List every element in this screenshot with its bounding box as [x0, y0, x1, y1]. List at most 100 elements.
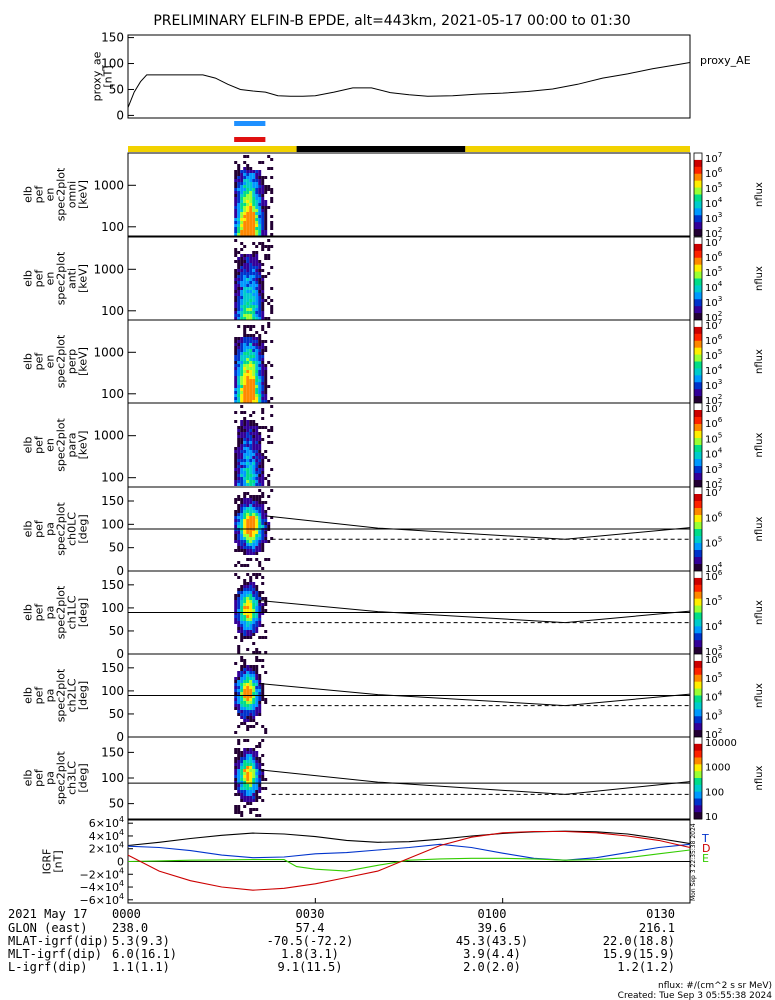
spectrogram-cell	[258, 293, 262, 296]
nflux-colorbar-segment	[694, 571, 702, 579]
spectrogram-cell	[246, 293, 250, 296]
pitch-tick-label: 0	[116, 564, 124, 578]
nflux-colorbar-tick-label: 102	[705, 476, 722, 491]
spectrogram-cell	[255, 540, 259, 543]
spectrogram-cell	[261, 391, 265, 394]
spectrogram-cell	[252, 495, 256, 498]
nflux-colorbar-segment	[694, 173, 702, 182]
spectrogram-cell	[237, 426, 241, 429]
spectrogram-cell	[258, 543, 262, 546]
spectrogram-cell	[264, 227, 268, 230]
spectrogram-ylabel-line: ch0LC	[66, 512, 79, 546]
spectrogram-cell	[252, 361, 256, 364]
spectrogram-cell	[240, 218, 244, 221]
spectrogram-cell	[258, 394, 262, 397]
spectrogram-cell	[261, 308, 265, 311]
spectrogram-cell	[237, 194, 241, 197]
spectrogram-cell	[261, 582, 265, 585]
spectrogram-cell	[240, 546, 244, 549]
spectrogram-cell	[252, 704, 256, 707]
spectrogram-cell	[264, 516, 268, 519]
spectrogram-cell	[237, 462, 241, 465]
spectrogram-cell	[249, 751, 253, 754]
nflux-colorbar-segment	[694, 285, 702, 293]
spectrogram-cell	[234, 346, 238, 349]
spectrogram-cell	[234, 462, 238, 465]
spectrogram-cell	[243, 361, 247, 364]
spectrogram-cell	[249, 790, 253, 793]
spectrogram-cell	[246, 305, 250, 308]
spectrogram-cell	[249, 370, 253, 373]
spectrogram-cell	[243, 349, 247, 352]
spectrogram-cell	[243, 194, 247, 197]
spectrogram-cell	[243, 630, 247, 633]
spectrogram-cell	[261, 540, 265, 543]
spectrogram-ylabel-line: perp	[66, 349, 79, 374]
spectrogram-cell	[234, 176, 238, 179]
spectrogram-cell	[246, 373, 250, 376]
spectrogram-ylabel-line: elb	[22, 604, 35, 621]
spectrogram-cell	[234, 358, 238, 361]
spectrogram-cell	[246, 269, 250, 272]
spectrogram-cell	[240, 254, 244, 257]
spectrogram-cell	[237, 483, 241, 486]
spectrogram-ylabel-line: en	[44, 438, 57, 452]
nflux-colorbar-segment	[694, 647, 702, 655]
spectrogram-cell	[246, 173, 250, 176]
nflux-colorbar-segment	[694, 166, 702, 175]
pitch-tick-label: 50	[109, 541, 124, 555]
spectrogram-cell	[237, 787, 241, 790]
spectrogram-cell	[261, 636, 265, 639]
spectrogram-panel-8: 50100150elbpefpaspec2plotch3LC[deg]10000…	[22, 736, 765, 823]
spectrogram-cell	[249, 340, 253, 343]
spectrogram-cell	[252, 748, 256, 751]
spectrogram-cell	[252, 793, 256, 796]
spectrogram-cell	[255, 591, 259, 594]
nflux-colorbar-tick-label: 105	[705, 264, 722, 279]
ephemeris-value: 6.0(16.1)	[112, 947, 177, 961]
spectrogram-cell	[252, 355, 256, 358]
igrf-series-Z	[127, 830, 691, 891]
spectrogram-cell	[243, 155, 247, 158]
spectrogram-cell	[252, 203, 256, 206]
spectrogram-cell	[255, 680, 259, 683]
spectrogram-cell	[246, 254, 250, 257]
spectrogram-cell	[270, 215, 274, 218]
spectrogram-cell	[234, 397, 238, 400]
spectrogram-cell	[246, 170, 250, 173]
spectrogram-cell	[252, 281, 256, 284]
spectrogram-cell	[258, 305, 262, 308]
spectrogram-cell	[237, 597, 241, 600]
spectrogram-cell	[270, 414, 274, 417]
spectrogram-cell	[234, 337, 238, 340]
spectrogram-cell	[252, 379, 256, 382]
spectrogram-cell	[258, 507, 262, 510]
spectrogram-cell	[258, 435, 262, 438]
spectrogram-cell	[243, 799, 247, 802]
spectrogram-cell	[270, 224, 274, 227]
spectrogram-cell	[261, 370, 265, 373]
spectrogram-cell	[240, 337, 244, 340]
spectrogram-cell	[240, 713, 244, 716]
spectrogram-cell	[249, 665, 253, 668]
spectrogram-cell	[240, 379, 244, 382]
spectrogram-cell	[246, 516, 250, 519]
nflux-colorbar-segment	[694, 299, 702, 307]
spectrogram-cell	[249, 314, 253, 317]
spectrogram-cell	[258, 561, 262, 564]
spectrogram-cell	[237, 468, 241, 471]
spectrogram-cell	[234, 290, 238, 293]
fgm-availability-bar	[234, 137, 266, 142]
spectrogram-cell	[246, 352, 250, 355]
spectrogram-cell	[267, 441, 271, 444]
spectrogram-cell	[258, 686, 262, 689]
spectrogram-cell	[249, 630, 253, 633]
nflux-colorbar-segment	[694, 487, 702, 495]
footer-created: Created: Tue Sep 3 05:55:38 2024	[618, 991, 773, 1000]
spectrogram-cell	[255, 444, 259, 447]
spectrogram-cell	[243, 591, 247, 594]
spectrogram-cell	[258, 477, 262, 480]
spectrogram-cell	[240, 355, 244, 358]
spectrogram-cell	[246, 748, 250, 751]
